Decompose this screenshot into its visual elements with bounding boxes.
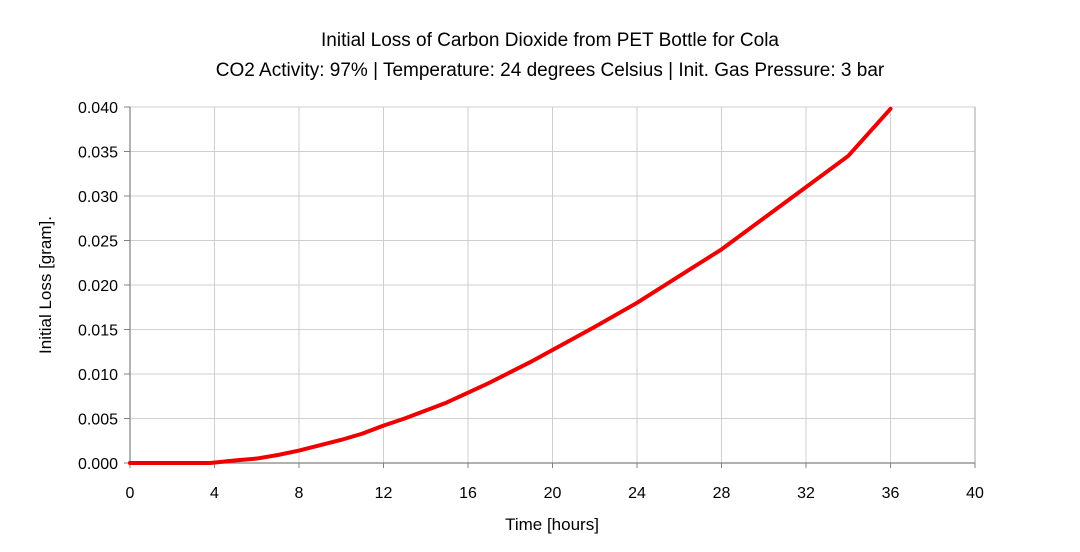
chart-title: Initial Loss of Carbon Dioxide from PET … [321,30,779,51]
x-tick-label: 36 [882,485,900,502]
axes [124,106,976,468]
series-layer [128,106,893,465]
x-tick-label: 28 [713,485,731,502]
y-tick-label: 0.020 [78,278,118,295]
x-tick-label: 20 [544,485,562,502]
y-tick-label: 0.035 [78,145,118,162]
y-tick-label: 0.025 [78,234,118,251]
x-tick-label: 0 [126,485,135,502]
series-line [128,106,893,465]
x-tick-label: 12 [375,485,393,502]
tick-labels: 0 4 8 12 16 20 24 28 32 36 40 0.000 0.005 0.010 0.015 0… [78,100,984,502]
y-tick-label: 0.030 [78,189,118,206]
y-tick-label: 0.040 [78,100,118,117]
y-axis-label: Initial Loss [gram]. [36,216,55,354]
y-tick-label: 0.010 [78,367,118,384]
x-tick-label: 24 [628,485,646,502]
x-tick-label: 4 [210,485,219,502]
x-tick-label: 40 [966,485,984,502]
x-tick-label: 32 [797,485,815,502]
x-tick-label: 16 [459,485,477,502]
x-axis-label: Time [hours] [505,515,599,534]
y-tick-label: 0.000 [78,456,118,473]
x-tick-label: 8 [295,485,304,502]
y-tick-label: 0.005 [78,412,118,429]
y-tick-label: 0.015 [78,323,118,340]
chart-subtitle: CO2 Activity: 97% | Temperature: 24 degr… [216,60,885,81]
